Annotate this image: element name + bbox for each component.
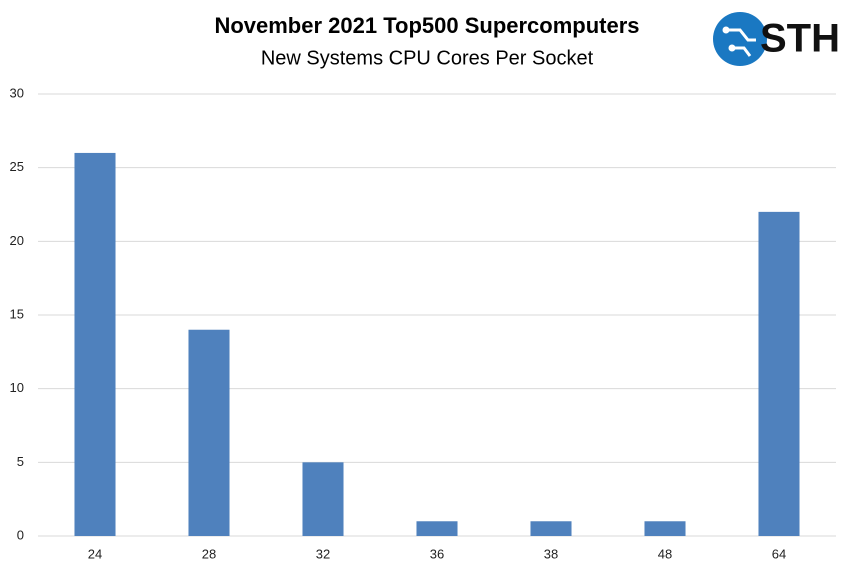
x-tick-label: 28 — [202, 546, 216, 561]
logo-dot — [728, 44, 736, 52]
bar — [74, 152, 116, 536]
x-tick-label: 38 — [544, 546, 558, 561]
logo-text: STH — [760, 17, 840, 61]
y-tick-label: 10 — [10, 380, 24, 395]
x-tick-label: 24 — [88, 546, 102, 561]
y-tick-label: 15 — [10, 306, 24, 321]
bar — [416, 521, 458, 536]
bar — [758, 211, 800, 536]
y-tick-label: 20 — [10, 233, 24, 248]
x-tick-label: 48 — [658, 546, 672, 561]
x-tick-label: 36 — [430, 546, 444, 561]
bar — [530, 521, 572, 536]
y-tick-label: 5 — [17, 454, 24, 469]
logo-circle — [713, 12, 767, 66]
chart-title: November 2021 Top500 Supercomputers — [214, 13, 639, 38]
y-tick-label: 25 — [10, 159, 24, 174]
bar — [302, 462, 344, 536]
x-tick-label: 32 — [316, 546, 330, 561]
bar — [188, 329, 230, 536]
logo: STH — [713, 12, 840, 66]
y-tick-label: 30 — [10, 85, 24, 100]
chart-subtitle: New Systems CPU Cores Per Socket — [261, 47, 594, 69]
logo-circuit — [726, 28, 756, 57]
x-tick-label: 64 — [772, 546, 786, 561]
y-tick-label: 0 — [17, 527, 24, 542]
bar — [644, 521, 686, 536]
logo-dot — [722, 26, 730, 34]
